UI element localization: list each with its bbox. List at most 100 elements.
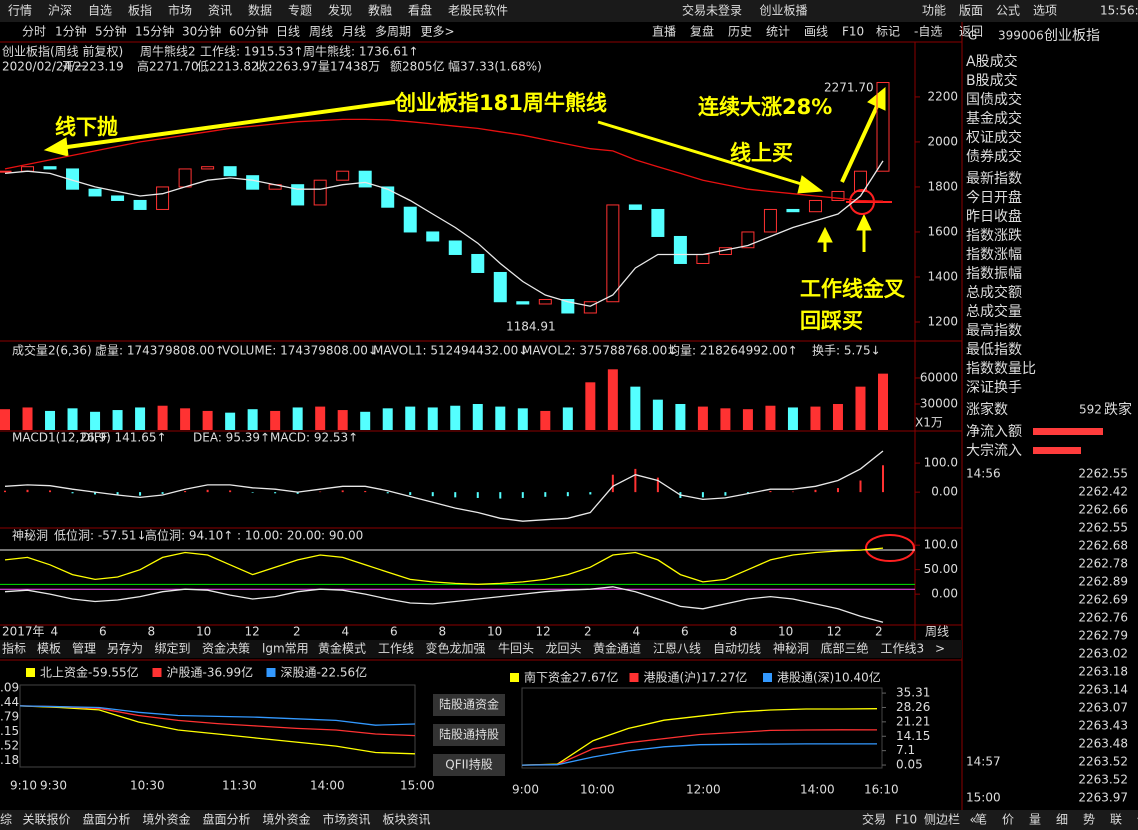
menu-item[interactable]: 自选 [88, 4, 112, 18]
date-label: 2 [293, 625, 301, 639]
candle [0, 170, 12, 173]
indicator-text: 均量: 218264992.00↑ [668, 344, 798, 358]
period-tab[interactable]: 1分钟 [55, 24, 87, 39]
side-tab[interactable]: 联 [1110, 813, 1122, 827]
indicator-tab[interactable]: 指标 [2, 641, 26, 656]
side-tab[interactable]: 笔 [975, 812, 987, 827]
period-tab[interactable]: 多周期 [375, 25, 411, 39]
button-label[interactable]: 陆股通持股 [439, 727, 499, 742]
side-item[interactable]: A股成交 [966, 53, 1018, 70]
menu-item[interactable]: 老股民软件 [448, 4, 508, 18]
indicator-tab[interactable]: 绑定到 [155, 641, 191, 656]
menu-item[interactable]: 沪深 [48, 4, 72, 18]
period-tab[interactable]: 15分钟 [135, 24, 174, 39]
status-tab[interactable]: F10 [895, 813, 917, 827]
menu-item[interactable]: 选项 [1033, 4, 1057, 18]
tool-button[interactable]: 直播 [652, 25, 676, 39]
period-tab[interactable]: 月线 [342, 25, 366, 39]
y-tick-label: 21.21 [896, 714, 930, 728]
tool-button[interactable]: F10 [842, 25, 864, 39]
volume-bar [225, 412, 236, 430]
side-item[interactable]: 权证成交 [966, 129, 1022, 146]
side-tab[interactable]: 细 [1056, 813, 1068, 827]
menu-item[interactable]: 功能 [922, 4, 946, 18]
menu-item[interactable]: 交易未登录 [682, 3, 742, 18]
period-tab[interactable]: 5分钟 [95, 24, 127, 39]
status-tab[interactable]: 境外资金 [143, 812, 191, 827]
menu-item[interactable]: 市场 [168, 3, 192, 18]
indicator-tab[interactable]: 黄金模式 [318, 641, 366, 656]
menu-item[interactable]: 发现 [328, 3, 352, 18]
period-tab[interactable]: 分时 [22, 25, 46, 39]
side-item: 指数数量比 [966, 361, 1036, 377]
indicator-tab[interactable]: 自动切线 [713, 642, 761, 656]
period-tab[interactable]: 日线 [276, 25, 300, 39]
indicator-tab[interactable]: 管理 [72, 641, 96, 656]
side-item[interactable]: 国债成交 [966, 91, 1022, 108]
status-tab[interactable]: 交易 [862, 812, 886, 827]
side-tab[interactable]: 价 [1002, 813, 1014, 827]
indicator-tab[interactable]: 资金决策 [202, 641, 250, 656]
tool-button[interactable]: 画线 [804, 25, 828, 39]
period-tab[interactable]: 30分钟 [182, 24, 221, 39]
side-item[interactable]: B股成交 [966, 72, 1018, 89]
indicator-tab[interactable]: 龙回头 [546, 642, 582, 656]
button[interactable] [433, 724, 505, 746]
indicator-text: 成交量2(6,36) [12, 343, 92, 358]
side-tab[interactable]: 量 [1029, 813, 1041, 827]
indicator-tab[interactable]: 模板 [37, 642, 61, 656]
status-tab[interactable]: « [970, 813, 977, 827]
y-tick-label: .52 [0, 739, 19, 753]
trade-time: 14:56 [966, 467, 1001, 481]
trade-price: 2262.69 [1078, 593, 1128, 607]
menu-item[interactable]: 板指 [128, 3, 152, 18]
indicator-tab[interactable]: 工作线 [378, 642, 414, 656]
menu-item[interactable]: 专题 [288, 3, 312, 18]
menu-item[interactable]: 版面 [959, 4, 983, 18]
period-tab[interactable]: 周线 [309, 25, 333, 39]
status-tab[interactable]: 市场资讯 [323, 812, 371, 827]
indicator-tab[interactable]: 变色龙加强 [426, 641, 486, 656]
status-tab[interactable]: 盘面分析 [203, 812, 251, 827]
indicator-tab[interactable]: 江恩八线 [653, 642, 701, 656]
header-text: 幅37.33(1.68%) [448, 59, 542, 74]
indicator-tab[interactable]: 底部三绝 [821, 641, 869, 656]
tool-button[interactable]: 历史 [728, 25, 752, 39]
side-item[interactable]: 债券成交 [966, 148, 1022, 165]
status-tab[interactable]: 盘面分析 [83, 812, 131, 827]
side-item[interactable]: 基金成交 [966, 110, 1022, 127]
indicator-tab[interactable]: 工作线3 [881, 642, 925, 656]
menu-item[interactable]: 资讯 [208, 4, 232, 18]
period-tab[interactable]: 60分钟 [229, 24, 268, 39]
status-tab[interactable]: 板块资讯 [383, 813, 431, 827]
period-tab[interactable]: 更多> [421, 25, 455, 39]
x-tick-label: 14:00 [800, 783, 835, 797]
tool-button[interactable]: 统计 [766, 25, 790, 39]
menu-item[interactable]: 看盘 [408, 3, 432, 18]
side-tab[interactable]: 势 [1083, 813, 1095, 827]
candle [538, 298, 552, 305]
tool-button[interactable]: 标记 [876, 25, 900, 39]
indicator-tab[interactable]: 神秘洞 [773, 642, 809, 656]
menu-item[interactable]: 行情 [8, 4, 32, 18]
button-label[interactable]: 陆股通资金 [439, 697, 499, 712]
status-tab[interactable]: 境外资金 [263, 812, 311, 827]
status-tab[interactable]: 关联报价 [23, 812, 71, 827]
menu-item[interactable]: 创业板播 [760, 4, 808, 18]
button[interactable] [433, 754, 505, 776]
button-label[interactable]: QFII持股 [445, 757, 492, 772]
indicator-tab[interactable]: 牛回头 [498, 641, 534, 656]
tool-button[interactable]: 返回 [959, 25, 983, 39]
indicator-tab[interactable]: 另存为 [107, 642, 143, 656]
menu-item[interactable]: 教融 [368, 3, 392, 18]
indicator-tab[interactable]: 黄金通道 [593, 641, 641, 656]
status-tab[interactable]: 侧边栏 [924, 812, 960, 827]
menu-item[interactable]: 公式 [996, 4, 1020, 18]
menu-item[interactable]: 数据 [248, 3, 272, 18]
tool-button[interactable]: -自选 [914, 25, 942, 39]
indicator-tab[interactable]: > [935, 642, 945, 656]
button[interactable] [433, 694, 505, 716]
indicator-tab[interactable]: lgm常用 [262, 642, 309, 656]
status-tab[interactable]: 综 [0, 813, 12, 827]
tool-button[interactable]: 复盘 [690, 24, 714, 39]
